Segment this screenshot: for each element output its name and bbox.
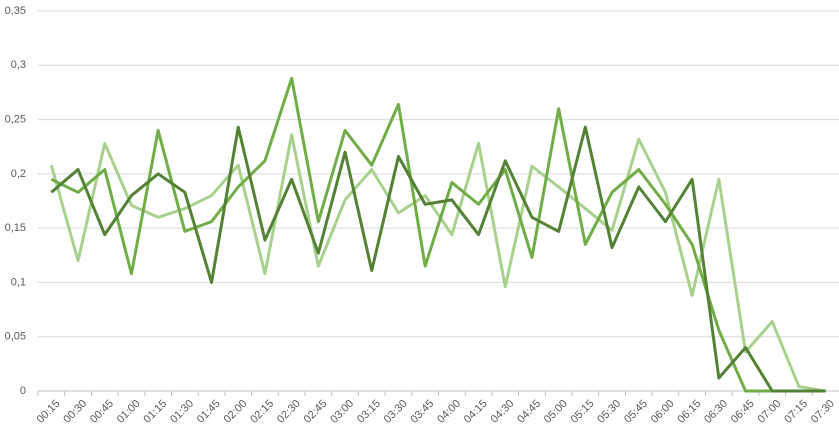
y-tick-label: 0,2: [11, 168, 26, 180]
y-tick-label: 0,1: [11, 276, 26, 288]
x-tick-label: 00:45: [88, 398, 116, 426]
x-tick-label: 06:00: [649, 398, 677, 426]
x-tick-label: 05:30: [595, 398, 623, 426]
y-tick-label: 0,35: [5, 5, 26, 17]
x-tick-label: 03:15: [355, 398, 383, 426]
y-tick-label: 0,15: [5, 222, 26, 234]
x-tick-label: 00:15: [35, 398, 63, 426]
x-tick-label: 07:15: [782, 398, 810, 426]
x-tick-label: 02:15: [248, 398, 276, 426]
line-series: [49, 133, 826, 393]
x-tick-label: 07:30: [809, 398, 837, 426]
y-tick-label: 0,25: [5, 113, 26, 125]
x-tick-label: 02:30: [275, 398, 303, 426]
y-tick-label: 0,05: [5, 331, 26, 343]
x-tick-label: 03:00: [328, 398, 356, 426]
x-tick-label: 06:15: [675, 398, 703, 426]
x-tick-label: 05:00: [542, 398, 570, 426]
x-tick-label: 02:45: [302, 398, 330, 426]
x-tick-label: 04:30: [489, 398, 517, 426]
x-tick-label: 02:00: [222, 398, 250, 426]
x-tick-label: 03:30: [382, 398, 410, 426]
x-tick-label: 05:45: [622, 398, 650, 426]
x-tick-label: 06:30: [702, 398, 730, 426]
x-tick-label: 06:45: [729, 398, 757, 426]
y-tick-label: 0: [20, 385, 26, 397]
x-tick-label: 05:15: [569, 398, 597, 426]
line-series: [50, 125, 826, 393]
x-tick-label: 00:30: [61, 398, 89, 426]
x-tick-label: 01:00: [115, 398, 143, 426]
x-tick-label: 01:30: [168, 398, 196, 426]
x-tick-label: 03:45: [408, 398, 436, 426]
line-series: [50, 76, 826, 393]
x-tick-label: 01:45: [195, 398, 223, 426]
x-tick-label: 01:15: [141, 398, 169, 426]
x-tick-label: 04:45: [515, 398, 543, 426]
x-tick-label: 04:00: [435, 398, 463, 426]
x-tick-label: 04:15: [462, 398, 490, 426]
y-tick-label: 0,3: [11, 59, 26, 71]
x-tick-label: 07:00: [756, 398, 784, 426]
